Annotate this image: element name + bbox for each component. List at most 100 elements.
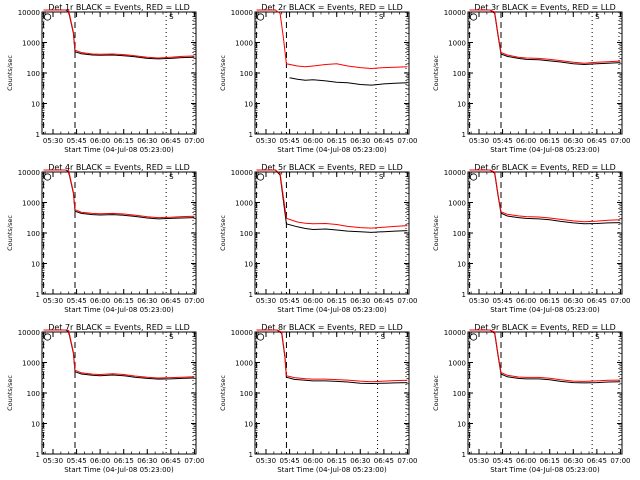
- y-tick-label: 1000: [235, 40, 253, 48]
- x-tick-label: 05:45: [492, 457, 512, 465]
- y-axis-label: Counts/sec: [219, 215, 227, 251]
- detector-panel: Det 9r BLACK = Events, RED = LLD 1 10 100 10…: [432, 323, 631, 474]
- x-tick-label: 06:00: [516, 137, 536, 145]
- x-tick-label: 06:30: [137, 457, 157, 465]
- x-axis-label: Start Time (04-Jul-08 05:23:00): [490, 306, 600, 314]
- y-tick-label: 10000: [231, 169, 253, 177]
- series-line: [469, 169, 621, 225]
- detector-panel: Det 8r BLACK = Events, RED = LLD 1 10 100 10…: [219, 323, 418, 474]
- y-axis-label: Counts/sec: [6, 55, 14, 91]
- y-tick-label: 1: [249, 291, 253, 299]
- y-tick-label: 1000: [448, 40, 466, 48]
- x-tick-label: 06:30: [350, 297, 370, 305]
- series-line: [289, 77, 408, 86]
- x-tick-label: 06:00: [516, 297, 536, 305]
- x-tick-label: 06:30: [563, 457, 583, 465]
- x-tick-label: 06:45: [161, 137, 181, 145]
- plot-frame: [254, 171, 410, 295]
- x-tick-label: 06:15: [114, 297, 134, 305]
- y-tick-label: 10: [31, 421, 40, 429]
- detector-panel: Det 7r BLACK = Events, RED = LLD 1 10 100 10…: [6, 323, 205, 474]
- y-tick-label: 1000: [235, 200, 253, 208]
- x-tick-label: 06:45: [587, 137, 607, 145]
- x-tick-label: 05:30: [43, 137, 63, 145]
- series-line: [469, 9, 621, 64]
- y-tick-label: 1: [36, 131, 40, 139]
- x-tick-label: 05:45: [66, 297, 86, 305]
- x-tick-label: 06:15: [327, 137, 347, 145]
- series-line: [256, 9, 408, 70]
- x-tick-label: 06:45: [374, 457, 394, 465]
- saa-flag-label: S: [379, 13, 384, 21]
- panel-title: Det 6r BLACK = Events, RED = LLD: [474, 163, 616, 172]
- x-tick-label: 06:45: [374, 297, 394, 305]
- saa-flag-label: S: [169, 333, 174, 341]
- x-tick-label: 06:15: [114, 457, 134, 465]
- x-tick-label: 06:15: [540, 297, 560, 305]
- y-tick-label: 10: [244, 421, 253, 429]
- x-tick-label: 07:00: [184, 297, 204, 305]
- y-tick-label: 10: [31, 101, 40, 109]
- x-tick-label: 06:30: [563, 297, 583, 305]
- y-tick-label: 1000: [235, 360, 253, 368]
- y-tick-label: 10000: [18, 329, 40, 337]
- x-axis-label: Start Time (04-Jul-08 05:23:00): [277, 306, 387, 314]
- y-axis-label: Counts/sec: [432, 215, 440, 251]
- x-tick-label: 06:00: [90, 457, 110, 465]
- y-tick-label: 1: [462, 451, 466, 459]
- saa-flag-label: S: [379, 173, 384, 181]
- start-flag-icon: [43, 333, 52, 341]
- start-flag-icon: [43, 173, 52, 181]
- panel-title: Det 3r BLACK = Events, RED = LLD: [474, 3, 616, 12]
- x-tick-label: 06:30: [137, 297, 157, 305]
- y-tick-label: 100: [240, 70, 253, 78]
- y-tick-label: 1: [462, 131, 466, 139]
- detector-panel: Det 3r BLACK = Events, RED = LLD 1 10 100 10…: [432, 3, 631, 154]
- x-tick-label: 07:00: [397, 297, 417, 305]
- plot-frame: [41, 171, 197, 295]
- y-tick-label: 10: [457, 261, 466, 269]
- x-tick-label: 05:45: [66, 137, 86, 145]
- y-tick-label: 1: [249, 451, 253, 459]
- x-tick-label: 06:45: [374, 137, 394, 145]
- start-flag-icon: [256, 13, 265, 21]
- panel-title: Det 5r BLACK = Events, RED = LLD: [261, 163, 403, 172]
- x-tick-label: 06:15: [114, 137, 134, 145]
- x-axis-label: Start Time (04-Jul-08 05:23:00): [490, 466, 600, 474]
- x-tick-label: 06:45: [161, 297, 181, 305]
- series-line: [256, 329, 408, 383]
- y-tick-label: 1000: [22, 360, 40, 368]
- y-tick-label: 10: [244, 101, 253, 109]
- start-flag-icon: [43, 13, 52, 21]
- panel-title: Det 4r BLACK = Events, RED = LLD: [48, 163, 190, 172]
- x-tick-label: 06:30: [563, 137, 583, 145]
- y-tick-label: 1000: [448, 360, 466, 368]
- y-tick-label: 10: [457, 421, 466, 429]
- x-tick-label: 06:00: [303, 137, 323, 145]
- x-tick-label: 05:30: [43, 297, 63, 305]
- x-tick-label: 07:00: [184, 137, 204, 145]
- y-tick-label: 10: [244, 261, 253, 269]
- x-tick-label: 05:30: [43, 457, 63, 465]
- detector-panel: Det 2r BLACK = Events, RED = LLD 1 10 100 10…: [219, 3, 418, 154]
- plot-frame: [467, 331, 623, 455]
- x-tick-label: 05:45: [279, 297, 299, 305]
- panel-title: Det 9r BLACK = Events, RED = LLD: [474, 323, 616, 332]
- plot-frame: [254, 11, 410, 135]
- start-flag-icon: [469, 13, 478, 21]
- series-line: [43, 169, 195, 219]
- x-tick-label: 05:45: [492, 137, 512, 145]
- y-tick-label: 10000: [444, 9, 466, 17]
- x-axis-label: Start Time (04-Jul-08 05:23:00): [64, 306, 174, 314]
- detector-panel: Det 4r BLACK = Events, RED = LLD 1 10 100 10…: [6, 163, 205, 314]
- y-axis-label: Counts/sec: [6, 215, 14, 251]
- series-line: [469, 329, 621, 382]
- x-tick-label: 06:00: [303, 457, 323, 465]
- y-tick-label: 100: [453, 230, 466, 238]
- x-tick-label: 05:30: [469, 137, 489, 145]
- x-axis-label: Start Time (04-Jul-08 05:23:00): [490, 146, 600, 154]
- start-flag-icon: [256, 173, 265, 181]
- x-axis-label: Start Time (04-Jul-08 05:23:00): [277, 146, 387, 154]
- x-axis-label: Start Time (04-Jul-08 05:23:00): [277, 466, 387, 474]
- saa-flag-label: S: [169, 173, 174, 181]
